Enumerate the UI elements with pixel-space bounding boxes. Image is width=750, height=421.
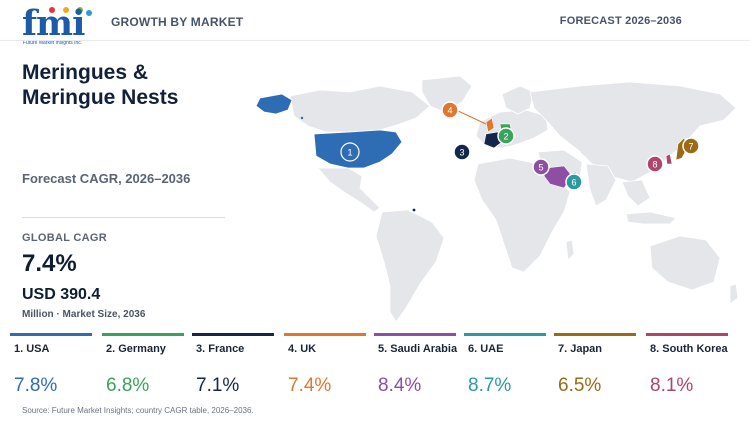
country-column: 5. Saudi Arabia 8.4% (374, 333, 458, 403)
country-column: 7. Japan 6.5% (554, 333, 636, 403)
country-cagr-value: 7.4% (288, 375, 332, 396)
country-color-bar (10, 333, 92, 336)
country-column: 2. Germany 6.8% (102, 333, 184, 403)
country-column: 1. USA 7.8% (10, 333, 92, 403)
country-marker: 6 (565, 173, 583, 191)
country-cagr-value: 7.8% (14, 375, 58, 396)
country-marker: 3 (453, 143, 471, 161)
market-size-value: USD 390.4 (22, 286, 101, 303)
country-name: 2. Germany (106, 343, 166, 355)
country-cagr-value: 7.1% (196, 375, 240, 396)
country-marker: 4 (441, 101, 459, 119)
marker-label: 8 (652, 160, 657, 170)
logo-figures-icon (49, 7, 92, 16)
map-mexico (317, 167, 381, 213)
map-korea-region (665, 153, 673, 165)
marker-label: 6 (571, 178, 576, 188)
country-marker: 2 (497, 127, 515, 145)
country-cagr-value: 6.5% (558, 375, 602, 396)
map-southeast-asia (621, 179, 651, 207)
marker-label: 3 (459, 148, 464, 158)
marker-circle (441, 101, 459, 119)
marker-circle (453, 143, 471, 161)
country-name: 5. Saudi Arabia (378, 343, 458, 355)
country-column: 8. South Korea 8.1% (646, 333, 728, 403)
country-column: 6. UAE 8.7% (464, 333, 546, 403)
marker-circle (532, 158, 550, 176)
map-hawaii-dot (300, 116, 304, 120)
marker-label: 4 (447, 106, 452, 116)
marker-circle (646, 155, 664, 173)
global-cagr-value: 7.4% (22, 250, 77, 277)
country-color-bar (464, 333, 546, 336)
map-scandinavia (501, 85, 535, 115)
map-alaska-region (255, 93, 293, 115)
marker-circle (682, 137, 700, 155)
country-marker: 7 (682, 137, 700, 155)
country-color-bar (192, 333, 274, 336)
header-divider (0, 40, 750, 41)
source-note: Source: Future Market Insights; country … (22, 406, 254, 415)
marker-label: 5 (538, 163, 543, 173)
country-column: 4. UK 7.4% (284, 333, 366, 403)
left-divider (22, 217, 225, 218)
country-cagr-value: 8.4% (378, 375, 422, 396)
country-color-bar (102, 333, 184, 336)
map-new-zealand (729, 283, 739, 305)
map-uk-region (485, 117, 495, 133)
country-color-bar (554, 333, 636, 336)
country-marker: 8 (646, 155, 664, 173)
logo-wordmark: fmi (22, 3, 85, 44)
marker-label: 2 (503, 132, 508, 142)
country-column: 3. France 7.1% (192, 333, 274, 403)
map-landmass (255, 75, 739, 323)
country-marker: 1 (340, 142, 360, 162)
country-cagr-value: 8.7% (468, 375, 512, 396)
marker-circle (497, 127, 515, 145)
logo-tagline: Future Market Insights Inc. (23, 40, 83, 46)
country-name: 6. UAE (468, 343, 504, 355)
country-cagr-value: 6.8% (106, 375, 150, 396)
country-name: 3. France (196, 343, 245, 355)
country-marker: 5 (532, 158, 550, 176)
marker-label: 1 (347, 148, 352, 158)
country-cagr-value: 8.1% (650, 375, 694, 396)
page-title: Meringues & Meringue Nests (22, 61, 179, 109)
forecast-label: FORECAST 2026–2036 (559, 15, 682, 27)
map-australia (649, 235, 721, 291)
global-cagr-label: GLOBAL CAGR (22, 232, 107, 244)
marker-label: 7 (688, 142, 693, 152)
country-color-bar (374, 333, 456, 336)
country-name: 1. USA (14, 343, 50, 355)
map-canada (289, 85, 431, 133)
section-label: GROWTH BY MARKET (111, 15, 244, 29)
forecast-subtitle: Forecast CAGR, 2026–2036 (22, 171, 191, 186)
map-india (585, 163, 617, 207)
country-cagr-row: 1. USA 7.8% 2. Germany 6.8% 3. France 7.1% 4. … (10, 333, 740, 403)
market-size-caption: Million · Market Size, 2036 (22, 309, 146, 320)
country-name: 7. Japan (558, 343, 603, 355)
marker-circle (565, 173, 583, 191)
country-markers: 1 2 3 4 5 6 7 8 (340, 101, 700, 191)
map-indonesia (625, 211, 677, 225)
fmi-logo: fmi Future Market Insights Inc. (22, 6, 94, 48)
map-madagascar (565, 239, 575, 261)
country-color-bar (284, 333, 366, 336)
map-saudi-region (543, 165, 573, 189)
country-name: 4. UK (288, 343, 317, 355)
map-south-america (375, 209, 445, 323)
leader-line-uk (455, 109, 487, 125)
country-color-bar (646, 333, 728, 336)
map-caribbean-dot (412, 208, 416, 212)
country-name: 8. South Korea (650, 343, 728, 355)
world-map: 1 2 3 4 5 6 7 8 (255, 75, 739, 323)
marker-circle (340, 142, 360, 162)
